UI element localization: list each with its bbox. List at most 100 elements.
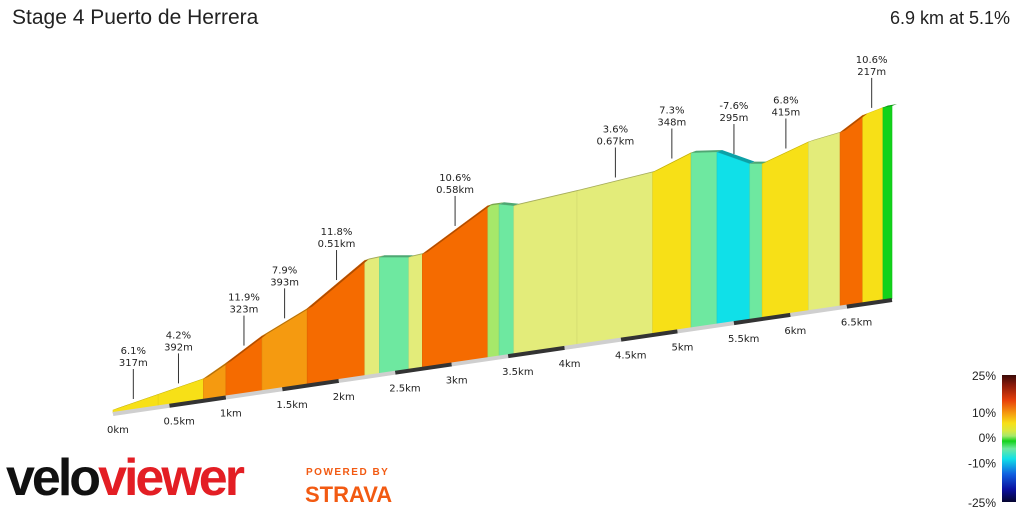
ridge-segment-6 — [307, 258, 370, 309]
x-tick-label: 6.5km — [841, 318, 872, 329]
gradient-band-22 — [862, 107, 884, 304]
gradient-band-17 — [716, 151, 751, 325]
ridge-segment-18 — [749, 161, 768, 164]
annotation-length: 0.67km — [596, 136, 634, 147]
ridge-segment-19 — [762, 139, 814, 164]
axis-segment-9 — [620, 329, 678, 342]
annotation-grade: 11.9% — [228, 293, 260, 304]
x-tick-label: 2.5km — [389, 384, 420, 395]
profile-top-edge — [113, 104, 897, 410]
annotation-length: 393m — [270, 277, 299, 288]
annotation-length: 217m — [857, 67, 886, 78]
climb-summary: 6.9 km at 5.1% — [889, 8, 1010, 28]
ridge-segment-17 — [717, 149, 755, 164]
x-tick-label: 5.5km — [728, 334, 759, 345]
ridge-segment-5 — [262, 306, 313, 336]
annotation-length: 348m — [657, 118, 686, 129]
ridge-segment-16 — [691, 149, 723, 153]
legend-label: -10% — [968, 457, 996, 471]
ridge-segment-3 — [203, 361, 231, 379]
gradient-band-6 — [306, 259, 366, 385]
gradient-band-13 — [513, 190, 578, 355]
ridge-segment-12 — [499, 202, 519, 206]
ridge-segment-11 — [487, 202, 505, 206]
x-tick-label: 6km — [784, 326, 806, 337]
ridge-segment-2 — [158, 376, 209, 395]
ridge-segment-8 — [379, 255, 414, 258]
ridge-segment-10 — [422, 203, 493, 255]
gradient-band-12 — [498, 203, 515, 357]
segment-annotations: 6.1%317m4.2%392m11.9%323m7.9%393m11.8%0.… — [119, 55, 888, 399]
annotation-grade: 6.1% — [121, 346, 146, 357]
axis-segment-12 — [790, 304, 848, 317]
legend-label: -25% — [968, 496, 996, 510]
x-tick-label: 4km — [559, 359, 581, 370]
x-tick-label: 4.5km — [615, 351, 646, 362]
axis-segment-0 — [112, 403, 170, 416]
ridge-segment-21 — [840, 113, 868, 133]
ridge-segment-23 — [882, 104, 897, 108]
gradient-band-23 — [882, 105, 893, 301]
annotation-grade: 3.6% — [603, 124, 628, 135]
gradient-band-18 — [749, 163, 763, 321]
annotation-grade: 10.6% — [856, 55, 888, 66]
strava-logo: STRAVA — [305, 482, 393, 507]
x-tick-label: 3km — [446, 375, 468, 386]
gradient-band-8 — [379, 256, 410, 375]
x-tick-label: 3.5km — [502, 367, 533, 378]
annotation-grade: 7.3% — [659, 106, 684, 117]
annotation-grade: 6.8% — [773, 96, 798, 107]
axis-segment-7 — [507, 345, 565, 359]
axis-segment-3 — [282, 378, 340, 392]
annotation-length: 0.51km — [318, 239, 356, 250]
legend-label: 10% — [972, 406, 996, 420]
axis-segment-1 — [169, 395, 227, 408]
axis-segment-11 — [733, 312, 791, 326]
gradient-band-14 — [576, 171, 653, 346]
gradient-band-7 — [364, 256, 380, 377]
x-tick-label: 1.5km — [276, 400, 307, 411]
annotation-length: 415m — [771, 108, 800, 119]
gradient-band-21 — [839, 114, 863, 307]
page-title: Stage 4 Puerto de Herrera — [12, 6, 259, 29]
annotation-length: 317m — [119, 358, 148, 369]
annotation-grade: 11.8% — [321, 227, 353, 238]
gradient-band-11 — [487, 203, 500, 359]
gradient-band-3 — [203, 362, 227, 401]
axis-segment-4 — [338, 370, 396, 383]
gradient-legend: 25% 10% 0% -10% -25% — [968, 369, 1016, 510]
axis-segment-13 — [846, 298, 893, 309]
axis-segment-5 — [394, 362, 452, 375]
gradient-band-16 — [690, 151, 718, 329]
ridge-segment-4 — [225, 333, 268, 364]
gradient-bands — [112, 105, 893, 414]
distance-axis: 0km 0.5km 1km 1.5km 2km 2.5km 3km 3.5km 4km 4.5km… — [107, 298, 893, 436]
x-tick-label: 2km — [333, 392, 355, 403]
annotation-grade: 4.2% — [166, 330, 191, 341]
annotation-grade: 7.9% — [272, 265, 297, 276]
annotation-length: 323m — [230, 305, 259, 316]
ridge-segment-15 — [652, 150, 697, 173]
x-tick-label: 1km — [220, 408, 242, 419]
powered-by-label: POWERED BY — [306, 467, 390, 478]
annotation-length: 0.58km — [436, 185, 474, 196]
ridge-segment-9 — [408, 252, 428, 258]
gradient-band-20 — [808, 132, 841, 312]
legend-label: 0% — [979, 431, 997, 445]
ridge-segment-13 — [513, 188, 583, 206]
ridge-segment-7 — [364, 255, 385, 261]
legend-color-bar — [1002, 375, 1016, 502]
axis-segment-2 — [225, 387, 283, 400]
annotation-grade: -7.6% — [719, 101, 748, 112]
ridge-segment-14 — [577, 170, 658, 191]
annotation-grade: 10.6% — [439, 173, 471, 184]
gradient-band-5 — [261, 308, 308, 392]
gradient-band-19 — [761, 141, 809, 319]
veloviewer-logo: veloviewer — [6, 449, 245, 507]
annotation-length: 295m — [720, 113, 749, 124]
x-tick-label: 0km — [107, 425, 129, 436]
axis-segment-6 — [451, 354, 509, 367]
ridge-segment-22 — [862, 105, 888, 116]
annotation-length: 392m — [164, 342, 193, 353]
